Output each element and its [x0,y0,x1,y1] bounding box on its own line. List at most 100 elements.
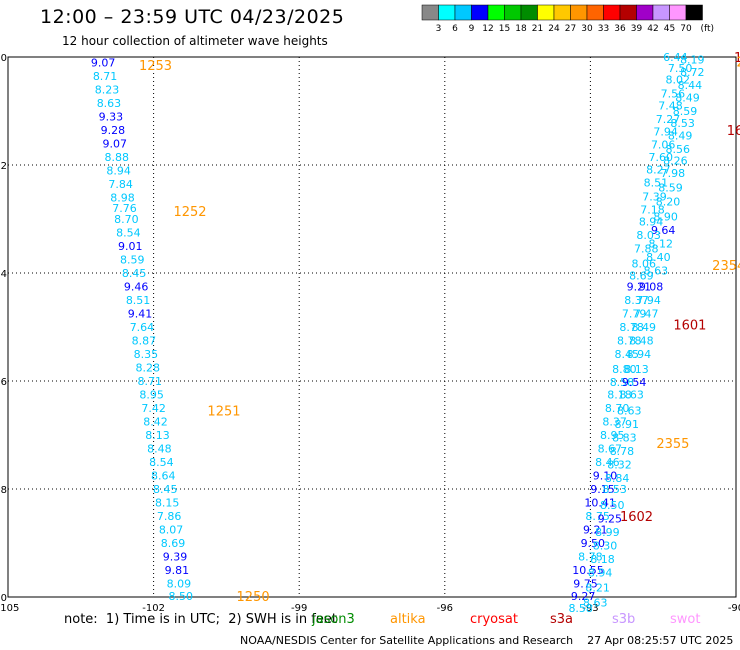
wave-height-point: 8.03 [636,229,661,242]
colorbar-label: 36 [614,24,626,34]
wave-height-point: 8.50 [600,499,625,512]
colorbar-swatch [421,4,439,21]
wave-height-point: 8.23 [95,83,120,96]
colorbar-label: 39 [631,24,643,34]
legend-sat-jason3: jason3 [312,612,355,627]
wave-height-point: 7.56 [661,88,686,101]
colorbar-label: 30 [581,24,593,34]
wave-height-point: 8.59 [658,182,683,195]
pass-time-label: 1251 [207,405,240,420]
colorbar-swatch [603,4,621,21]
colorbar-label: 42 [647,24,658,34]
wave-height-point: 8.32 [607,459,632,472]
legend-sat-s3a: s3a [550,612,574,627]
wave-height-point: 9.21 [583,524,608,537]
legend-sat-cryosat: cryosat [470,612,518,627]
x-tick-label: -93 [582,603,598,614]
wave-height-point: 8.69 [629,270,654,283]
colorbar-label: 3 [436,24,442,34]
wave-height-point: 8.20 [656,196,681,209]
y-tick-label: -20 [0,593,7,604]
wave-height-point: 8.30 [593,540,618,553]
colorbar-label: 9 [469,24,475,34]
wave-height-point: 9.50 [581,537,606,550]
colorbar-label: 21 [532,24,543,34]
wave-height-point: 8.09 [167,578,192,591]
colorbar-unit: (ft) [701,24,715,34]
colorbar-swatch [438,4,456,21]
wave-height-point: 9.64 [651,224,676,237]
wave-height-point: 8.26 [663,155,688,168]
wave-height-point: 8.83 [612,432,637,445]
wave-height-point: 9.15 [590,483,615,496]
colorbar-swatch [619,4,637,21]
wave-height-point: 7.27 [656,113,681,126]
wave-height-point: 8.63 [644,264,669,277]
colorbar-swatch [669,4,687,21]
wave-height-point: 8.42 [143,416,168,429]
wave-height-point: 7.60 [649,151,674,164]
wave-height-point: 8.94 [588,567,613,580]
wave-height-point: 7.86 [157,510,182,523]
plot-frame [7,56,737,598]
colorbar-swatch [586,4,604,21]
wave-height-point: 8.63 [617,405,642,418]
wave-height-point: 7.50 [668,62,693,75]
wave-height-point: 8.84 [605,472,630,485]
colorbar-swatch [636,4,654,21]
wave-height-point: 8.54 [116,227,141,240]
wave-height-point: 8.51 [126,294,151,307]
wave-height-point: 8.50 [169,590,194,603]
wave-height-point: 8.49 [675,92,700,105]
wave-height-point: 8.13 [624,363,649,376]
wave-height-point: 7.79 [622,308,647,321]
wave-height-point: 8.80 [612,363,637,376]
colorbar-swatch [487,4,505,21]
wave-height-point: 8.78 [610,445,635,458]
wave-height-point: 8.49 [668,129,693,142]
colorbar-label: 27 [565,24,576,34]
wave-height-point: 8.94 [627,348,652,361]
wave-height-point: 8.90 [653,210,678,223]
x-tick-label: -90 [728,603,740,614]
wave-height-point: 8.46 [595,456,620,469]
wave-height-point: 8.56 [666,143,691,156]
wave-height-point: 7.94 [636,294,661,307]
page-subtitle: 12 hour collection of altimeter wave hei… [62,34,328,48]
wave-height-point: 8.95 [139,389,164,402]
wave-height-point: 7.98 [661,167,686,180]
wave-height-point: 7.88 [634,243,659,256]
pass-time-label: 2355 [656,437,689,452]
wave-height-point: 8.53 [670,117,695,130]
wave-height-point: 8.45 [153,483,178,496]
wave-height-point: 9.33 [99,110,124,123]
wave-height-point: 8.63 [619,389,644,402]
wave-height-point: 8.98 [110,191,135,204]
legend-sat-altika: altika [390,612,426,627]
pass-time-label: 1600 [727,124,740,139]
wave-height-point: 8.06 [632,257,657,270]
wave-height-point: 8.63 [97,97,122,110]
wave-height-point: 8.49 [632,321,657,334]
x-tick-label: -105 [0,603,19,614]
wave-height-point: 8.94 [106,164,131,177]
wave-height-point: 8.78 [578,551,603,564]
wave-height-point: 8.51 [644,176,669,189]
pass-time-label: 1252 [173,205,206,220]
pass-time-label: 1601 [673,318,706,333]
wave-height-point: 8.78 [619,321,644,334]
wave-height-point: 8.07 [159,524,184,537]
wave-height-point: 7.47 [634,308,659,321]
colorbar-swatch [652,4,670,21]
wave-height-point: 8.45 [122,267,147,280]
x-tick-label: -102 [142,603,165,614]
wave-height-point: 7.76 [112,202,137,215]
footer-credit: NOAA/NESDIS Center for Satellite Applica… [240,634,734,647]
footer-note: note: 1) Time is in UTC; 2) SWH is in fe… [64,612,337,627]
wave-height-point: 8.18 [590,553,615,566]
x-tick-label: -99 [291,603,307,614]
colorbar-swatch [685,4,703,21]
colorbar-swatch [553,4,571,21]
pass-time-label: 1253 [139,59,172,74]
